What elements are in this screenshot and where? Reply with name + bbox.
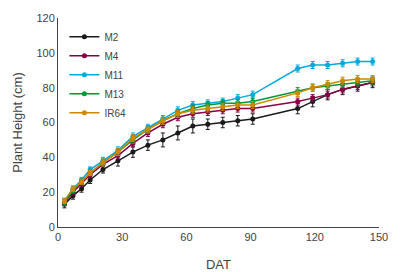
svg-text:60: 60 — [180, 231, 192, 243]
svg-text:0: 0 — [55, 231, 61, 243]
svg-text:Plant Height (cm): Plant Height (cm) — [10, 72, 25, 172]
svg-text:M2: M2 — [104, 32, 118, 43]
svg-text:30: 30 — [116, 231, 128, 243]
svg-text:150: 150 — [370, 231, 388, 243]
svg-text:40: 40 — [43, 151, 55, 163]
svg-text:120: 120 — [306, 231, 324, 243]
svg-text:60: 60 — [43, 116, 55, 128]
svg-text:120: 120 — [36, 12, 54, 24]
svg-text:DAT: DAT — [206, 257, 231, 272]
svg-text:20: 20 — [43, 186, 55, 198]
svg-text:M13: M13 — [104, 89, 124, 100]
svg-text:80: 80 — [43, 82, 55, 94]
svg-text:M4: M4 — [104, 51, 118, 62]
svg-text:0: 0 — [49, 221, 55, 233]
svg-text:M11: M11 — [104, 70, 123, 81]
svg-text:90: 90 — [244, 231, 256, 243]
svg-text:IR64: IR64 — [104, 108, 126, 119]
svg-text:100: 100 — [36, 47, 54, 59]
